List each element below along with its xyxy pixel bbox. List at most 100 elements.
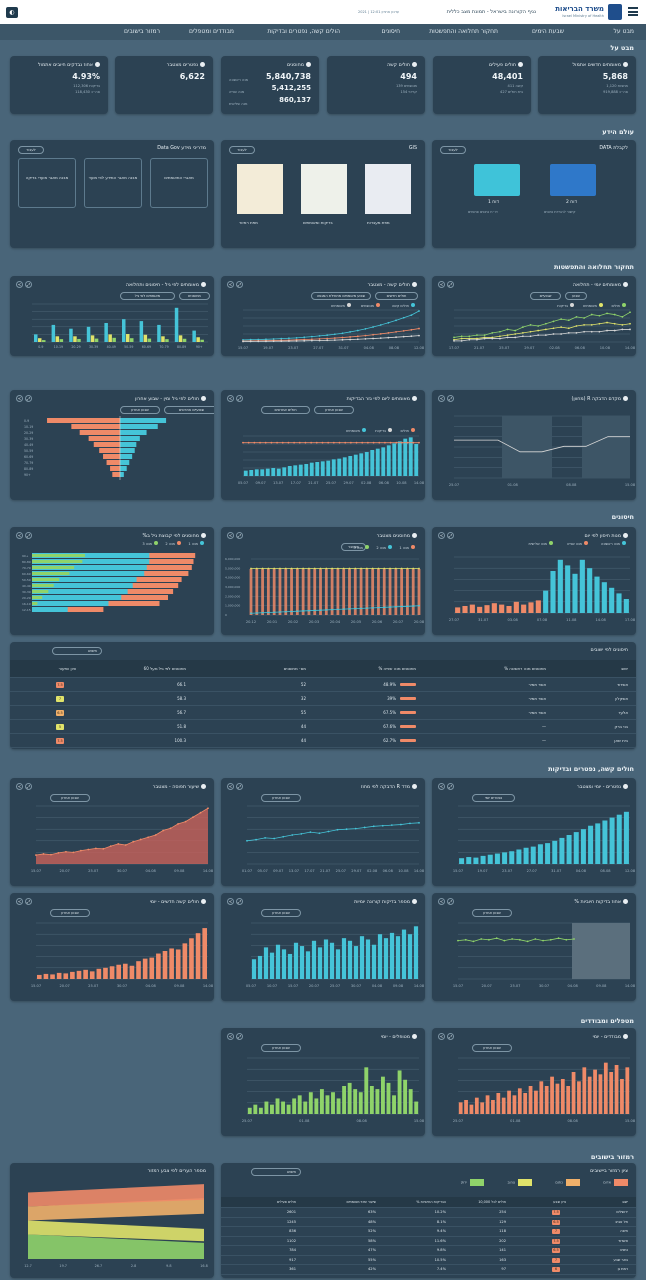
filter-pill[interactable]: שבוע אחרון [261,909,301,917]
share-icon[interactable]: < [227,281,234,288]
info-icon[interactable] [518,62,523,67]
filter-pill[interactable]: שבועיים [530,292,561,300]
filter-pill[interactable]: שבוע [565,292,587,300]
gis-map-3[interactable] [365,164,411,214]
filter-pill[interactable]: מחוסנים [179,292,210,300]
info-icon[interactable] [623,62,628,67]
menu-icon[interactable] [628,7,638,16]
share-icon[interactable]: < [227,395,234,402]
info-icon[interactable] [623,396,628,401]
traffic-table-search[interactable]: חיפוש [251,1168,301,1176]
expand-icon[interactable]: ⤢ [236,783,243,790]
nav-overview[interactable]: מבט על [613,28,634,35]
info-icon[interactable] [201,899,206,904]
report-2-image[interactable] [474,164,520,196]
data-card-button[interactable]: לעבור [440,146,466,154]
nav-severe[interactable]: הולים קשה, נפטרים ובדיקות [267,28,340,35]
filter-pill[interactable]: שבועיים אחרונים [164,406,214,414]
info-icon[interactable] [412,899,417,904]
info-icon[interactable] [623,899,628,904]
expand-icon[interactable]: ⤢ [236,1033,243,1040]
nav-traffic[interactable]: רמזור בישובים [124,28,160,35]
expand-icon[interactable]: ⤢ [447,783,454,790]
gis-map-1[interactable] [237,164,283,214]
info-icon[interactable] [200,62,205,67]
y-tick-label: 40-49 [24,443,33,447]
expand-icon[interactable]: ⤢ [447,1033,454,1040]
share-icon[interactable]: < [438,395,445,402]
expand-icon[interactable]: ⤢ [236,281,243,288]
info-icon[interactable] [412,784,417,789]
expand-icon[interactable]: ⤢ [236,395,243,402]
share-icon[interactable]: < [16,281,23,288]
info-icon[interactable] [412,1034,417,1039]
share-icon[interactable]: < [16,898,23,905]
expand-icon[interactable]: ⤢ [236,532,243,539]
filter-pill[interactable]: חולים אחרונים [261,406,310,414]
expand-icon[interactable]: ⤢ [447,281,454,288]
info-icon[interactable] [306,62,311,67]
info-icon[interactable] [201,396,206,401]
expand-icon[interactable]: ⤢ [25,281,32,288]
legend-swatch [470,1179,484,1186]
filter-pill[interactable]: שבוע אחרון [261,794,301,802]
guide-box-1[interactable]: מבנה מאגר מועדי בדיקה [18,158,76,208]
info-icon[interactable] [623,784,628,789]
info-icon[interactable] [412,396,417,401]
filter-pill[interactable]: שבוע אחרון [50,794,90,802]
info-icon[interactable] [201,282,206,287]
expand-icon[interactable]: ⤢ [25,898,32,905]
share-icon[interactable]: < [227,898,234,905]
guide-box-3[interactable]: מאגרי המאומתים [150,158,208,208]
info-icon[interactable] [412,533,417,538]
report-1-image[interactable] [550,164,596,196]
share-icon[interactable]: < [227,532,234,539]
filter-pill[interactable]: שבוע אחרון [261,1044,301,1052]
share-icon[interactable]: < [227,1033,234,1040]
info-icon[interactable] [95,62,100,67]
info-icon[interactable] [412,282,417,287]
share-icon[interactable]: < [438,532,445,539]
guides-card-button[interactable]: לעבור [18,146,44,154]
guide-box-2[interactable]: מבנה מאגר המידע לפי מועד [84,158,142,208]
share-icon[interactable]: < [438,281,445,288]
share-icon[interactable]: < [438,898,445,905]
nav-spread[interactable]: תחקור תחלואה והתפשטות [429,28,498,35]
expand-icon[interactable]: ⤢ [236,898,243,905]
share-icon[interactable]: < [16,532,23,539]
expand-icon[interactable]: ⤢ [25,783,32,790]
expand-icon[interactable]: ⤢ [447,395,454,402]
filter-pill[interactable]: שבוע מאומתים מתחילת המגפה [311,292,371,300]
vaccine-table-search[interactable]: חיפוש [52,647,102,655]
share-icon[interactable]: < [16,783,23,790]
filter-pill[interactable]: חולים חדשים [375,292,418,300]
bar [83,969,88,979]
info-icon[interactable] [412,62,417,67]
filter-pill[interactable]: שבוע אחרון [314,406,354,414]
gis-card-button[interactable]: לעבור [229,146,255,154]
filter-pill[interactable]: שבוע אחרון [50,909,90,917]
expand-icon[interactable]: ⤢ [447,898,454,905]
filter-pill[interactable]: שבוע אחרון [120,406,160,414]
nav-week[interactable]: שבעת הימים [532,28,564,35]
gis-map-2[interactable] [301,164,347,214]
info-icon[interactable] [623,533,628,538]
expand-icon[interactable]: ⤢ [25,532,32,539]
nav-isolation[interactable]: מבודדים ומטפלים [188,28,234,35]
filter-pill[interactable]: שבוע אחרון [472,1044,512,1052]
share-icon[interactable]: < [16,395,23,402]
info-icon[interactable] [623,1034,628,1039]
filter-pill[interactable]: נפטרים יומי [472,794,515,802]
info-icon[interactable] [201,784,206,789]
expand-icon[interactable]: ⤢ [447,532,454,539]
expand-icon[interactable]: ⤢ [25,395,32,402]
share-icon[interactable]: < [438,1033,445,1040]
filter-pill[interactable]: מאומתים לפי גיל [120,292,175,300]
share-icon[interactable]: < [227,783,234,790]
nav-vaccines[interactable]: חיסונים [381,28,400,35]
accessibility-icon[interactable]: ◐ [6,7,18,18]
info-icon[interactable] [201,533,206,538]
info-icon[interactable] [623,282,628,287]
filter-pill[interactable]: שבוע אחרון [472,909,512,917]
share-icon[interactable]: < [438,783,445,790]
